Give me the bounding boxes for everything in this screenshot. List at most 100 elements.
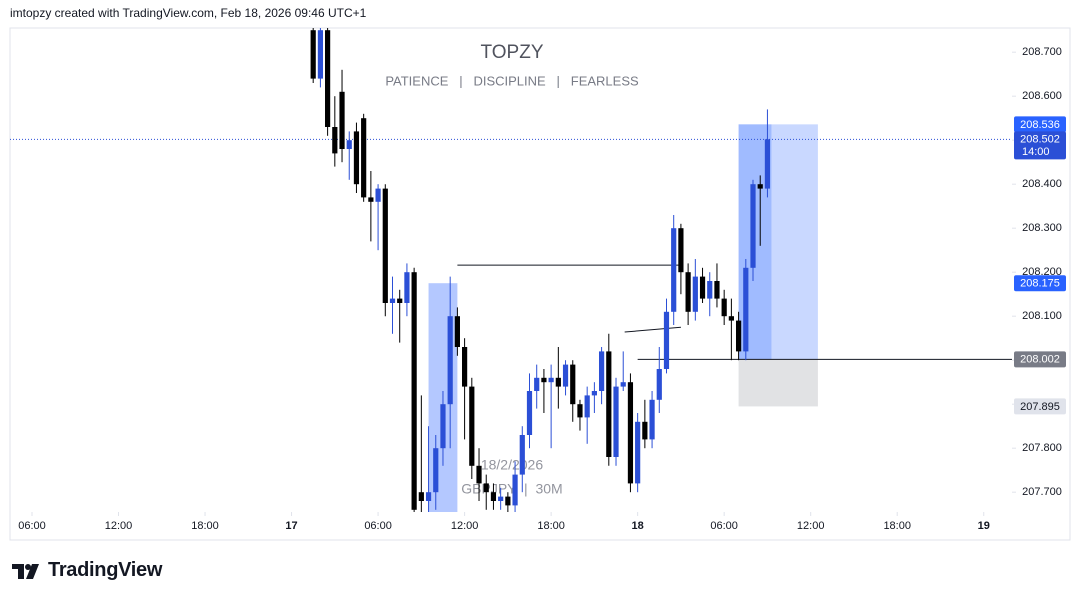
countdown: 14:00	[1022, 146, 1050, 158]
candle-body	[310, 30, 316, 79]
candle-body	[743, 267, 749, 352]
x-tick-label: 12:00	[105, 520, 133, 532]
candle-body	[613, 386, 619, 457]
candle-body	[469, 386, 475, 466]
x-tick-label: 18:00	[883, 520, 911, 532]
candle-body	[591, 391, 597, 396]
candle-body	[425, 492, 432, 501]
brand: TradingView	[48, 559, 163, 581]
candle-body	[346, 140, 352, 149]
candle-body	[505, 496, 511, 506]
candle-body	[649, 399, 655, 440]
candle-body	[728, 316, 734, 321]
watermark-date: 18/2/2026	[481, 457, 543, 473]
chart-frame	[9, 27, 1071, 541]
x-tick-label: 18:00	[537, 520, 565, 532]
candle-body	[483, 483, 489, 493]
logo-icon	[12, 563, 39, 579]
candle-body	[353, 131, 360, 185]
y-tick-label: 208.600	[1022, 90, 1062, 102]
candle-body	[447, 316, 453, 405]
candle-body	[332, 127, 338, 154]
candle-body	[512, 474, 518, 506]
x-tick-label: 12:00	[797, 520, 825, 532]
trend-line	[624, 326, 681, 333]
candle-body	[375, 188, 381, 202]
candle-body	[325, 30, 331, 128]
stop-label: 207.895	[1020, 401, 1060, 413]
x-tick-label: 06:00	[710, 520, 738, 532]
x-tick-label: 19	[978, 520, 990, 532]
candle-body	[750, 184, 756, 268]
zone-label-box	[1014, 275, 1066, 292]
candle-body	[714, 281, 720, 299]
footer: TradingView	[12, 559, 162, 582]
candle-body	[404, 272, 410, 303]
candle-body	[570, 364, 576, 405]
candle-body	[534, 377, 540, 391]
candle-body	[707, 281, 713, 299]
candle-body	[382, 188, 388, 303]
y-tick-label: 207.800	[1022, 442, 1062, 454]
candle-body	[699, 276, 706, 299]
x-tick-label: 06:00	[18, 520, 46, 532]
stop-label-box	[1014, 398, 1066, 415]
candle-body	[476, 465, 482, 484]
candle-body	[361, 118, 367, 198]
candle-body	[389, 298, 396, 303]
x-tick-label: 18:00	[191, 520, 219, 532]
candle-body	[656, 369, 662, 400]
candle-body	[584, 395, 590, 418]
candle-body	[368, 197, 374, 202]
candle-body	[317, 30, 323, 79]
candle-body	[548, 377, 554, 383]
chart-subtitle: PATIENCE | DISCIPLINE | FEARLESS	[385, 73, 639, 88]
candle-body	[642, 421, 648, 440]
candle-body	[411, 272, 417, 510]
candle-body	[454, 316, 460, 347]
target-label-box	[1014, 116, 1066, 133]
candle-body	[735, 320, 742, 352]
chart: TOPZY PATIENCE | DISCIPLINE | FEARLESS 1…	[9, 27, 1071, 541]
candle-body	[635, 421, 641, 484]
x-tick-label: 12:00	[451, 520, 479, 532]
candle-body	[577, 404, 583, 418]
candle-body	[462, 347, 468, 387]
candle-body	[418, 492, 424, 501]
entry-label-box	[1014, 351, 1066, 368]
candle-body	[678, 228, 684, 273]
last-price-label: 208.502	[1020, 134, 1060, 146]
y-tick-label: 208.700	[1022, 46, 1062, 58]
candle-body	[764, 139, 771, 189]
candle-body	[721, 298, 727, 317]
candle-body	[606, 351, 612, 457]
candle-body	[562, 364, 569, 387]
candle-body	[339, 91, 345, 149]
y-tick-label: 208.400	[1022, 178, 1062, 190]
candle-body	[685, 272, 691, 312]
candle-body	[498, 496, 504, 501]
candle-body	[519, 435, 525, 475]
y-tick-label: 208.300	[1022, 222, 1062, 234]
entry-label: 208.002	[1020, 354, 1060, 366]
candle-body	[490, 492, 497, 501]
candle-body	[757, 184, 763, 189]
target-label: 208.536	[1020, 119, 1060, 131]
y-tick-label: 208.200	[1022, 266, 1062, 278]
plot-area	[10, 28, 1012, 512]
zone-label: 208.175	[1020, 278, 1060, 290]
candle-body	[671, 228, 677, 312]
chart-title: TOPZY	[481, 42, 544, 63]
candle-body	[541, 377, 547, 383]
x-tick-label: 18	[632, 520, 644, 532]
header: imtopzy created with TradingView.com, Fe…	[10, 6, 367, 20]
candle-body	[663, 311, 670, 369]
candle-body	[598, 351, 605, 391]
y-tick-label: 208.100	[1022, 310, 1062, 322]
candle-body	[620, 382, 626, 387]
candle-body	[433, 448, 439, 493]
axis-area: 207.700207.800207.900208.000208.100208.2…	[18, 46, 1066, 532]
last-price-box	[1014, 131, 1066, 160]
x-tick-label: 06:00	[364, 520, 392, 532]
